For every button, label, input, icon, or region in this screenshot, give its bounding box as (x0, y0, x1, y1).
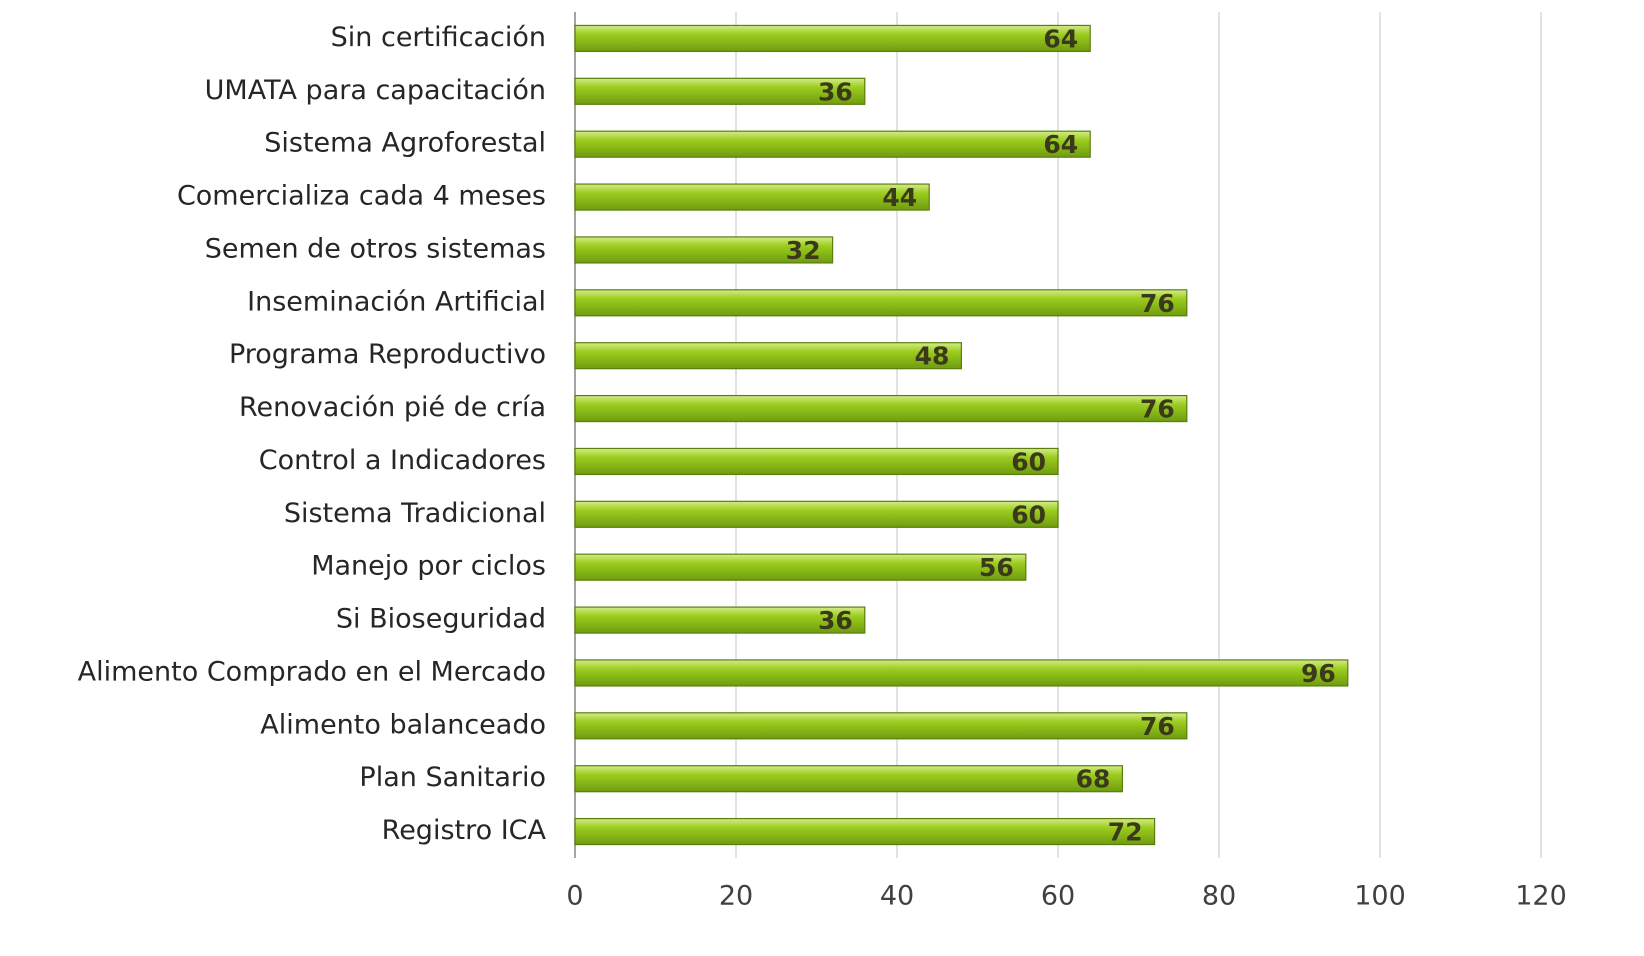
x-tick-label: 120 (1515, 881, 1567, 912)
y-tick-label: Sistema Agroforestal (264, 128, 546, 159)
data-label: 60 (1011, 500, 1046, 529)
data-label: 32 (786, 236, 821, 265)
data-label: 36 (818, 606, 853, 635)
data-label: 64 (1043, 24, 1078, 53)
y-tick-label: Inseminación Artificial (247, 286, 546, 317)
bar (574, 77, 866, 105)
y-tick-label: Registro ICA (382, 815, 547, 846)
x-tick-label: 20 (719, 881, 753, 912)
data-label: 56 (979, 553, 1014, 582)
bar (574, 130, 1091, 158)
data-label: 44 (882, 183, 917, 212)
x-tick-label: 60 (1041, 881, 1075, 912)
y-tick-label: Comercializa cada 4 meses (177, 181, 546, 212)
y-tick-label: Semen de otros sistemas (205, 233, 546, 264)
data-label: 36 (818, 77, 853, 106)
bar (574, 659, 1349, 687)
bar (574, 289, 1188, 317)
x-tick-label: 40 (880, 881, 914, 912)
bar (574, 817, 1156, 846)
bar (574, 342, 962, 370)
y-tick-label: Plan Sanitario (359, 762, 546, 793)
data-label: 48 (915, 342, 950, 371)
x-tick-label: 100 (1354, 881, 1406, 912)
y-tick-label: Sin certificación (331, 22, 546, 53)
data-label: 76 (1140, 289, 1175, 318)
data-label: 64 (1043, 130, 1078, 159)
y-tick-label: Renovación pié de cría (239, 392, 546, 423)
y-tick-label: Manejo por ciclos (311, 551, 546, 582)
y-tick-label: Si Bioseguridad (336, 604, 546, 635)
y-tick-label: Alimento balanceado (260, 709, 546, 740)
y-tick-label: Control a Indicadores (259, 445, 546, 476)
x-tick-label: 0 (566, 881, 583, 912)
y-tick-label: UMATA para capacitación (205, 75, 546, 106)
bar (574, 765, 1124, 793)
data-label: 96 (1301, 659, 1336, 688)
data-label: 68 (1076, 765, 1111, 794)
data-label: 76 (1140, 712, 1175, 741)
data-label: 76 (1140, 395, 1175, 424)
bar (574, 500, 1059, 528)
y-tick-label: Alimento Comprado en el Mercado (78, 656, 546, 687)
y-tick-label: Programa Reproductivo (229, 339, 546, 370)
bar (574, 236, 834, 264)
data-label: 60 (1011, 447, 1046, 476)
bar (574, 712, 1188, 740)
bar (574, 553, 1027, 581)
bar (574, 183, 930, 211)
y-tick-label: Sistema Tradicional (284, 498, 546, 529)
bar (574, 606, 866, 634)
bar (574, 24, 1091, 53)
x-tick-label: 80 (1202, 881, 1236, 912)
bar (574, 394, 1188, 423)
bar (574, 447, 1059, 476)
data-label: 72 (1108, 818, 1143, 847)
